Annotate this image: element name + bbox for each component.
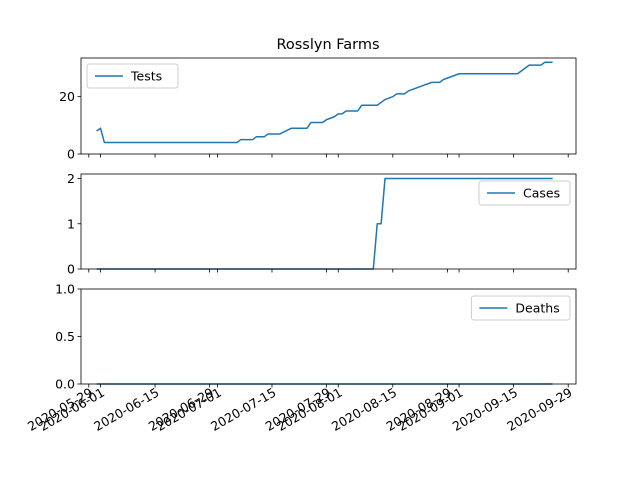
legend-label: Deaths [515,301,559,316]
legend-label: Tests [130,69,162,84]
y-tick-label: 2 [67,171,75,186]
legend: Cases [478,180,571,206]
legend: Tests [86,63,179,89]
legend: Deaths [470,295,571,321]
axes-frame [80,57,577,155]
axes-frame [80,173,577,270]
y-tick-label: 20 [59,89,75,104]
x-axis-labels: 2020-05-292020-06-012020-06-152020-06-29… [25,385,575,434]
y-tick-label: 0.5 [55,329,75,344]
chart-title: Rosslyn Farms [276,37,379,53]
y-tick-label: 0 [67,262,75,277]
legend-box [470,295,571,321]
series-line-tests [96,61,553,144]
panel-deaths: 0.0 0.5 1.0 Deaths [55,282,577,392]
legend-box [478,180,571,206]
y-tick-label: 1.0 [55,282,75,297]
y-tick-label: 1 [67,216,75,231]
panel-tests: 0 20 Tests [59,57,577,162]
legend-label: Cases [523,186,560,201]
y-tick-label: 0 [67,147,75,162]
y-tick-label: 0.0 [55,377,75,392]
legend-box [86,63,179,89]
panel-cases: 0 1 2 Cases [67,171,577,277]
